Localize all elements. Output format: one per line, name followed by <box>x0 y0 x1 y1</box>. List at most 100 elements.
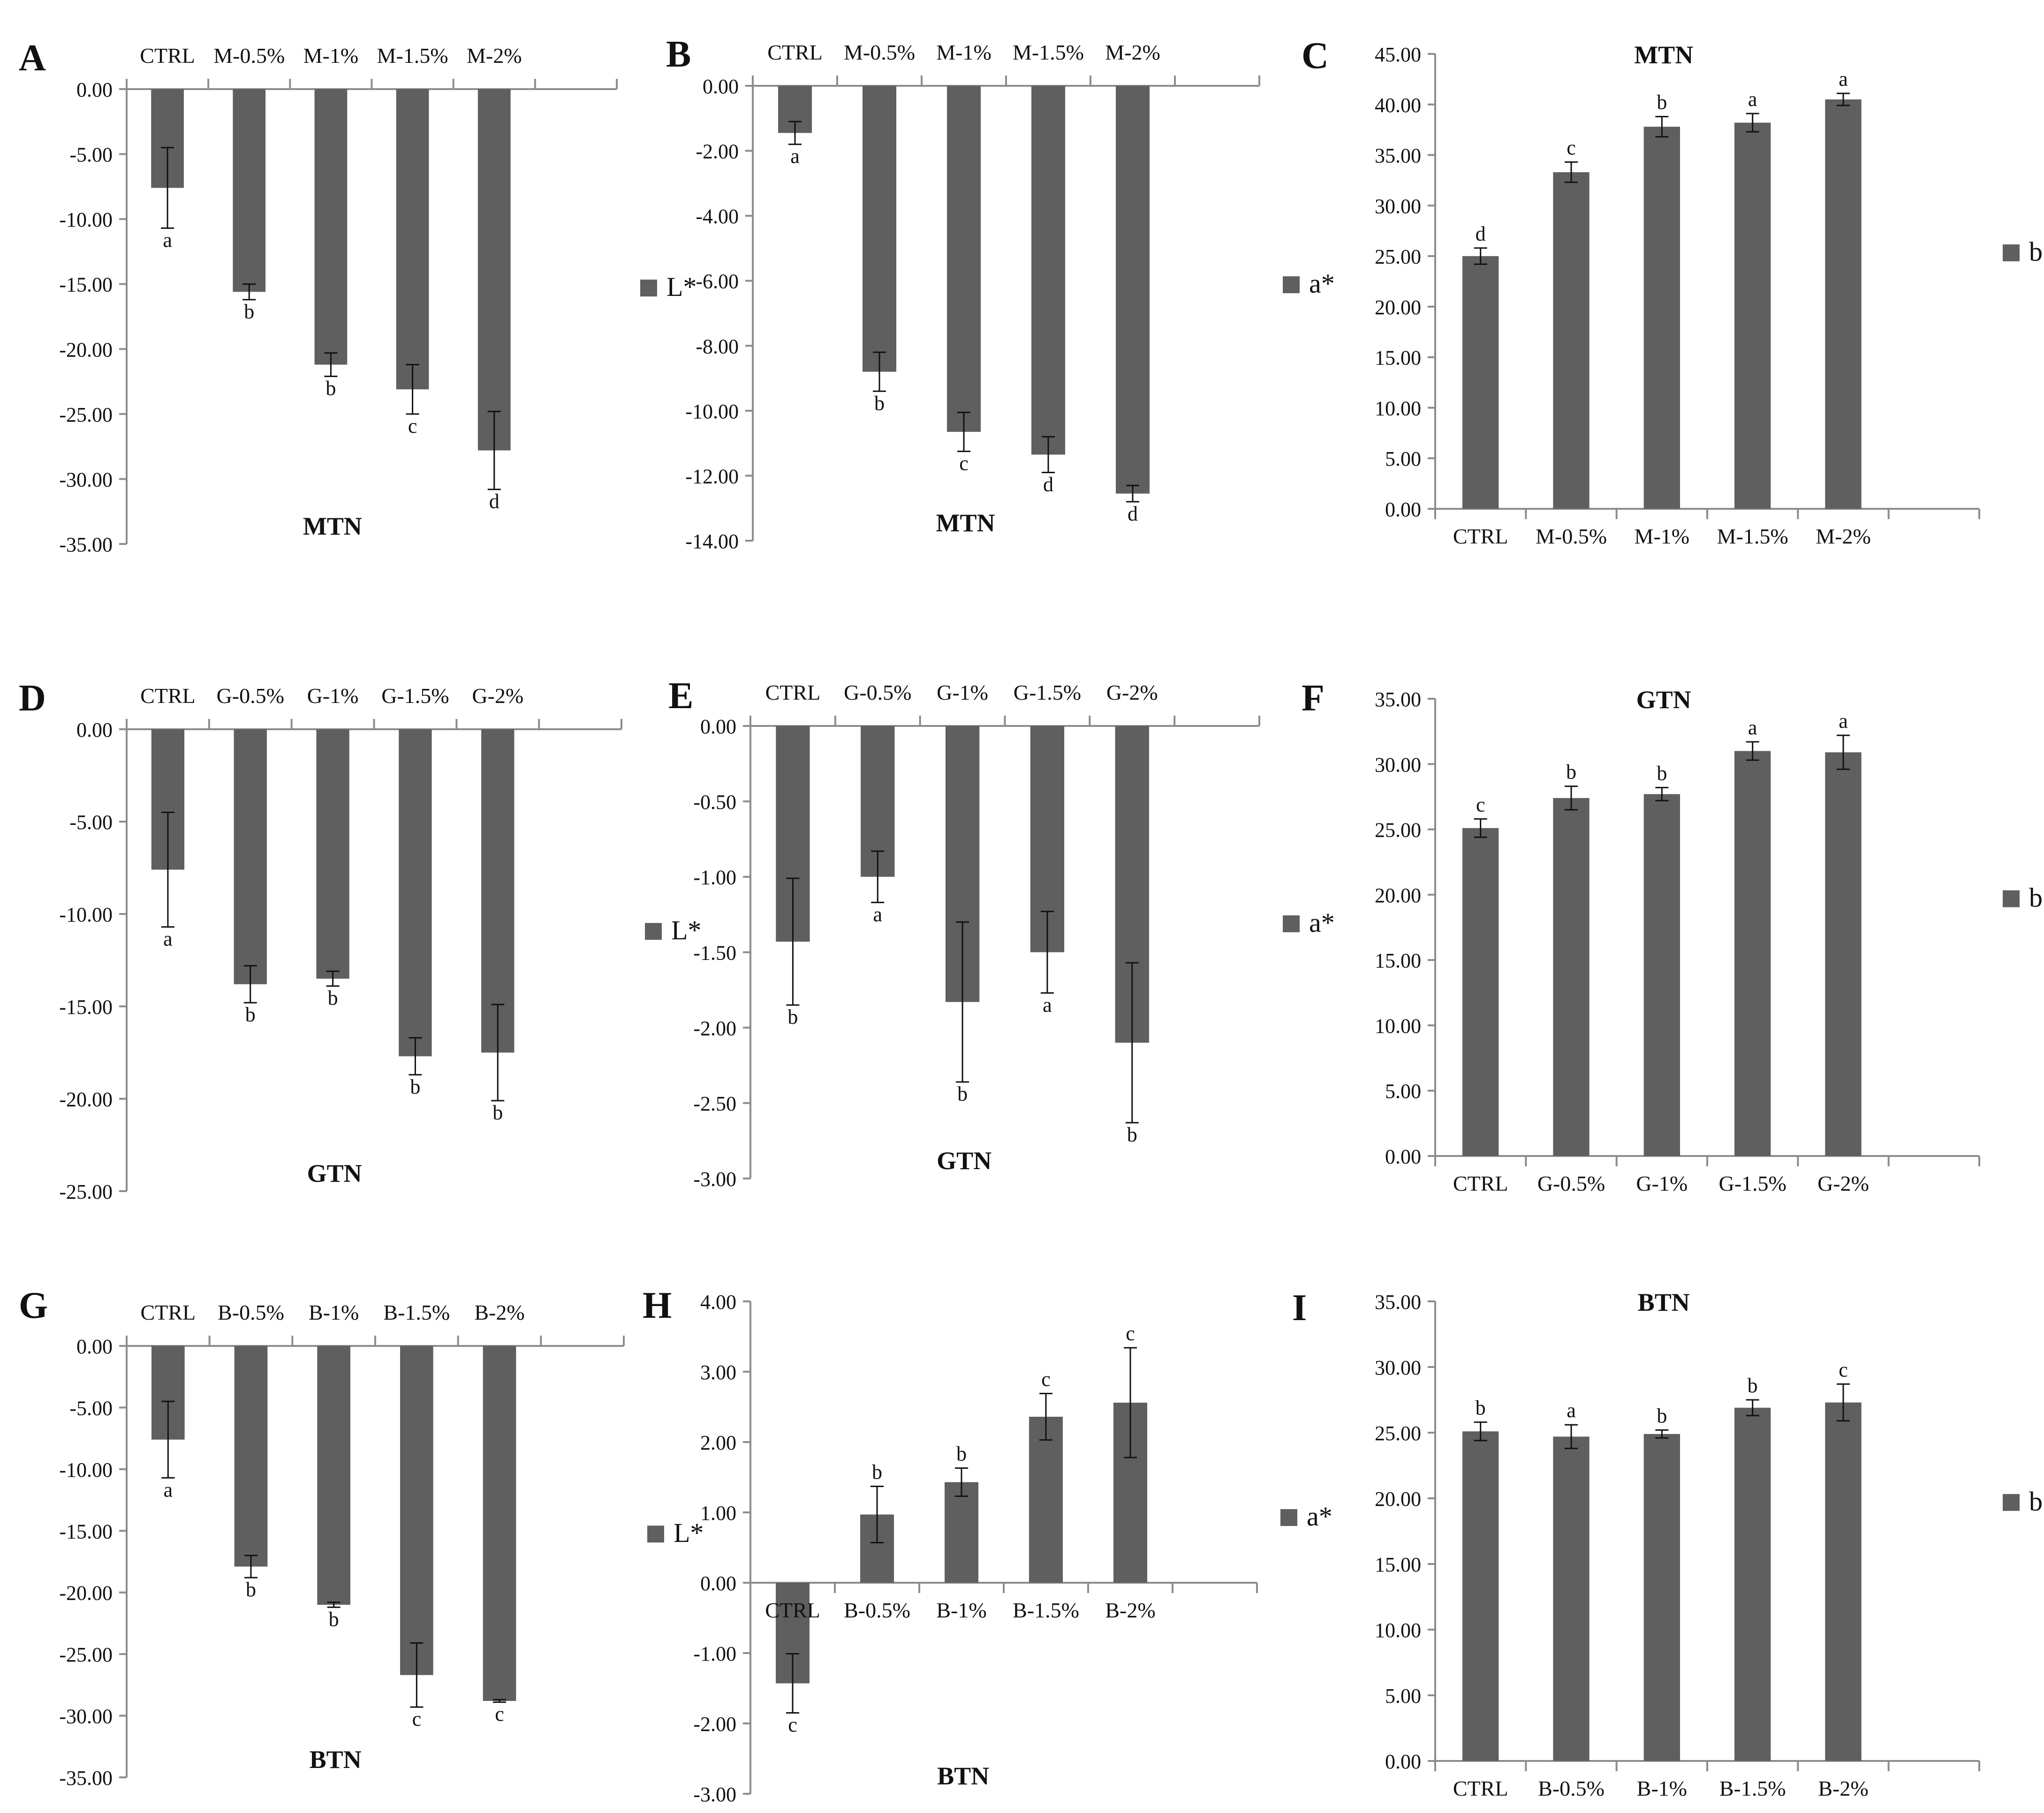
bar[interactable] <box>1734 122 1771 509</box>
y-tick-label: -1.50 <box>693 942 736 965</box>
significance-letter: b <box>1657 91 1667 114</box>
category-label: CTRL <box>1453 1171 1508 1195</box>
significance-letter: a <box>1839 68 1848 91</box>
bar[interactable] <box>863 86 896 372</box>
category-label: CTRL <box>1453 1776 1508 1800</box>
y-tick-label: -15.00 <box>59 273 113 296</box>
bar[interactable] <box>947 86 981 432</box>
chart-title: MTN <box>936 509 995 537</box>
y-tick-label: 10.00 <box>1375 397 1421 420</box>
bar[interactable] <box>233 89 266 292</box>
bar[interactable] <box>1116 86 1150 494</box>
panel-letter: B <box>666 34 691 75</box>
y-tick-label: 0.00 <box>1385 1750 1421 1773</box>
bar[interactable] <box>1643 1434 1680 1761</box>
panel-letter: A <box>19 38 46 79</box>
category-label: G-1% <box>307 684 359 708</box>
y-tick-label: 0.00 <box>76 78 113 101</box>
category-label: M-0.5% <box>213 44 285 68</box>
y-tick-label: -2.50 <box>693 1092 736 1115</box>
bar[interactable] <box>400 1346 433 1675</box>
significance-letter: c <box>412 1707 422 1730</box>
bar[interactable] <box>1825 99 1862 509</box>
bar[interactable] <box>1553 172 1590 509</box>
bar[interactable] <box>1031 86 1065 455</box>
chart-title: BTN <box>937 1762 989 1790</box>
significance-letter: b <box>957 1082 968 1105</box>
bar[interactable] <box>1825 1402 1862 1761</box>
panel-letter: C <box>1302 35 1329 76</box>
significance-letter: c <box>959 452 969 475</box>
bar[interactable] <box>317 1346 350 1605</box>
bar[interactable] <box>1029 1417 1063 1583</box>
category-label: G-2% <box>472 684 523 708</box>
significance-letter: c <box>1041 1368 1051 1391</box>
bar[interactable] <box>1734 751 1771 1156</box>
bar[interactable] <box>234 729 267 984</box>
significance-letter: a <box>873 903 882 926</box>
y-tick-label: -5.00 <box>69 1397 113 1420</box>
bar[interactable] <box>399 729 432 1057</box>
bar[interactable] <box>1734 1407 1771 1761</box>
bar[interactable] <box>1553 1436 1590 1761</box>
bar[interactable] <box>316 729 349 979</box>
significance-letter: b <box>410 1075 420 1098</box>
bar[interactable] <box>477 89 511 451</box>
significance-letter: b <box>492 1101 503 1124</box>
bar[interactable] <box>481 729 515 1053</box>
bar[interactable] <box>1825 752 1862 1156</box>
bar[interactable] <box>396 89 429 390</box>
y-tick-label: -30.00 <box>59 468 113 491</box>
significance-letter: a <box>1748 716 1757 739</box>
y-tick-label: 5.00 <box>1385 1080 1421 1103</box>
legend-label: a* <box>1309 907 1335 938</box>
category-label: CTRL <box>140 684 196 708</box>
bar[interactable] <box>1462 256 1499 509</box>
category-label: G-1% <box>1636 1171 1688 1195</box>
bar[interactable] <box>314 89 348 365</box>
significance-letter: b <box>328 987 338 1010</box>
y-tick-label: 5.00 <box>1385 447 1421 470</box>
significance-letter: c <box>1126 1322 1135 1345</box>
y-tick-label: -25.00 <box>59 1180 113 1203</box>
bar[interactable] <box>1462 828 1499 1156</box>
y-tick-label: -14.00 <box>685 530 739 553</box>
category-label: G-1% <box>937 680 988 704</box>
y-tick-label: 40.00 <box>1375 94 1421 117</box>
category-label: B-0.5% <box>844 1598 910 1622</box>
y-tick-label: -20.00 <box>59 338 113 361</box>
category-label: CTRL <box>765 1598 820 1622</box>
significance-letter: b <box>874 392 885 415</box>
category-label: CTRL <box>141 1300 196 1324</box>
legend-swatch <box>647 1526 664 1543</box>
significance-letter: b <box>787 1005 798 1028</box>
legend-label: a* <box>1309 268 1335 299</box>
category-label: M-0.5% <box>844 40 915 64</box>
category-label: M-0.5% <box>1536 524 1607 548</box>
significance-letter: b <box>1657 762 1667 785</box>
y-tick-label: -10.00 <box>685 400 739 423</box>
chart-panel-h: H 4.00 3.00 2.00 1.00 0.00 -1.00 -2.00 -3.00 c CTR… <box>643 1285 1332 1806</box>
category-label: M-2% <box>1105 40 1160 64</box>
category-label: G-2% <box>1817 1171 1869 1195</box>
bar[interactable] <box>234 1346 268 1567</box>
chart-panel-g: G 0.00 -5.00 -10.00 -15.00 -20.00 -25.00 -30.00… <box>19 1285 704 1790</box>
significance-letter: a <box>163 229 172 252</box>
bar[interactable] <box>1462 1431 1499 1761</box>
y-tick-label: -25.00 <box>59 403 113 426</box>
bar[interactable] <box>1553 798 1590 1156</box>
y-tick-label: 1.00 <box>700 1502 736 1525</box>
bar[interactable] <box>945 1482 978 1583</box>
legend-label: L* <box>674 1518 704 1548</box>
legend-swatch <box>1280 1509 1297 1526</box>
bar[interactable] <box>483 1346 516 1701</box>
y-tick-label: 10.00 <box>1375 1619 1421 1642</box>
bar[interactable] <box>1643 794 1680 1156</box>
legend-swatch <box>2003 244 2020 262</box>
significance-letter: d <box>489 490 500 513</box>
bar[interactable] <box>1643 127 1680 509</box>
panel-letter: G <box>19 1285 48 1326</box>
legend-swatch <box>1283 915 1300 932</box>
significance-letter: d <box>1043 473 1053 496</box>
